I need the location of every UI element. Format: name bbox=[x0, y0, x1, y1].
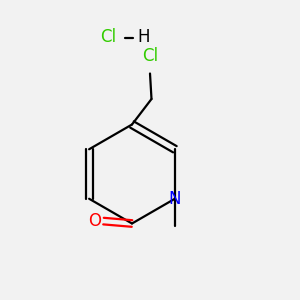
Text: O: O bbox=[88, 212, 102, 230]
Text: N: N bbox=[169, 190, 181, 208]
Text: Cl: Cl bbox=[100, 28, 116, 46]
Text: Cl: Cl bbox=[142, 47, 158, 65]
Text: H: H bbox=[138, 28, 150, 46]
